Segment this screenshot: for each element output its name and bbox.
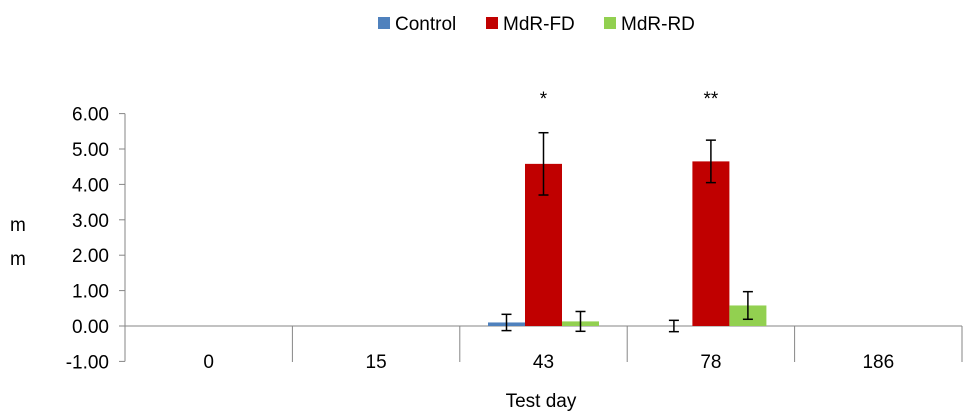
significance-marker: * bbox=[540, 89, 548, 110]
y-tick-label: 0.00 bbox=[72, 317, 109, 338]
legend-swatch-mdr-fd bbox=[486, 17, 498, 29]
y-tick-label: 5.00 bbox=[72, 140, 109, 161]
y-tick-label: 3.00 bbox=[72, 211, 109, 232]
bar-mdr-fd bbox=[692, 161, 730, 326]
legend-label-mdr-fd: MdR-FD bbox=[503, 14, 575, 35]
y-tick-label: 4.00 bbox=[72, 175, 109, 196]
y-axis: -1.00 0.00 1.00 2.00 3.00 4.00 5.00 6.00 bbox=[66, 105, 126, 373]
error-bars bbox=[501, 131, 753, 333]
x-tick-label: 15 bbox=[366, 352, 387, 373]
x-tick-label: 0 bbox=[203, 352, 214, 373]
y-tick-label: 1.00 bbox=[72, 282, 109, 303]
legend-swatch-mdr-rd bbox=[604, 17, 616, 29]
legend-swatch-control bbox=[378, 17, 390, 29]
x-tick-label: 186 bbox=[862, 352, 894, 373]
y-tick-label: 6.00 bbox=[72, 105, 109, 126]
x-axis: 0 15 43 78 186 bbox=[125, 325, 963, 373]
legend: Control MdR-FD MdR-RD bbox=[378, 14, 695, 35]
y-axis-title-line-1: m bbox=[10, 215, 26, 236]
bars bbox=[488, 161, 767, 326]
x-tick-label: 43 bbox=[533, 352, 554, 373]
x-axis-title: Test day bbox=[506, 391, 577, 412]
y-tick-label: -1.00 bbox=[66, 352, 109, 373]
significance-marker: ** bbox=[704, 89, 719, 110]
x-tick-label: 78 bbox=[700, 352, 721, 373]
annotations: * ** bbox=[540, 89, 719, 110]
legend-label-control: Control bbox=[395, 14, 456, 35]
y-axis-title-line-2: m bbox=[10, 249, 26, 270]
y-tick-label: 2.00 bbox=[72, 246, 109, 267]
legend-label-mdr-rd: MdR-RD bbox=[621, 14, 695, 35]
